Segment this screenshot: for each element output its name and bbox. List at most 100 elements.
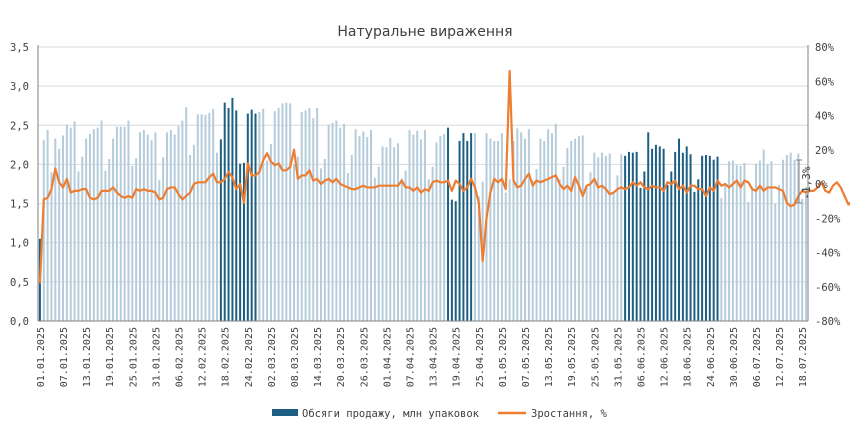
x-tick-label: 02.03.2025 — [267, 327, 278, 387]
x-tick-label: 18.07.2025 — [798, 327, 809, 387]
bar — [497, 140, 500, 321]
bar — [612, 193, 615, 321]
bar — [420, 139, 423, 321]
bar — [570, 140, 573, 321]
bar — [616, 175, 619, 321]
bar — [412, 134, 415, 321]
y-left-tick-label: 0,0 — [10, 316, 29, 328]
x-tick-label: 13.04.2025 — [429, 327, 440, 387]
bar — [196, 114, 199, 321]
y-right-tick-label: -20% — [815, 213, 841, 225]
x-tick-label: 25.01.2025 — [128, 327, 139, 387]
bar — [81, 156, 84, 321]
bar — [620, 154, 623, 321]
bar — [289, 103, 292, 322]
bar — [139, 132, 142, 321]
bar — [670, 171, 673, 321]
bar — [150, 140, 153, 321]
legend-swatch-bars — [272, 409, 298, 416]
bar — [427, 179, 430, 321]
bar — [450, 199, 453, 321]
y-right-tick-label: 0% — [815, 179, 828, 191]
bar — [335, 120, 338, 321]
bar — [801, 198, 804, 321]
bar — [131, 165, 134, 321]
bar — [281, 103, 284, 322]
bar — [708, 155, 711, 321]
x-tick-label: 08.03.2025 — [290, 327, 301, 387]
bar — [543, 140, 546, 321]
bar — [766, 164, 769, 321]
bar — [135, 158, 138, 321]
x-tick-label: 06.06.2025 — [637, 327, 648, 387]
bar — [96, 127, 99, 321]
bar — [235, 110, 238, 321]
bar — [604, 155, 607, 321]
bar — [304, 110, 307, 321]
bar — [608, 153, 611, 321]
bar — [524, 138, 527, 321]
bar-series — [38, 97, 808, 322]
x-tick-label: 30.06.2025 — [729, 327, 740, 387]
y-right-tick-label: 40% — [815, 111, 835, 123]
bar — [123, 126, 126, 321]
bar — [558, 179, 561, 321]
x-tick-label: 12.02.2025 — [198, 327, 209, 387]
bar — [327, 124, 330, 321]
bar — [704, 155, 707, 321]
legend-label-line: Зростання, % — [531, 408, 608, 420]
y-right-tick-label: 60% — [815, 76, 835, 88]
bar — [712, 159, 715, 321]
bar — [331, 122, 334, 321]
bar — [269, 144, 272, 321]
bar — [258, 111, 261, 321]
bar — [370, 129, 373, 321]
bar — [566, 147, 569, 321]
bar — [158, 180, 161, 321]
x-tick-label: 07.04.2025 — [406, 327, 417, 387]
x-tick-label: 12.06.2025 — [660, 327, 671, 387]
bar — [312, 118, 315, 322]
bar — [647, 132, 650, 321]
bar — [762, 149, 765, 321]
x-tick-label: 24.02.2025 — [244, 327, 255, 387]
bar — [104, 170, 107, 321]
bar — [466, 140, 469, 321]
bar — [454, 201, 457, 321]
bar — [408, 129, 411, 321]
y-left-tick-label: 3,5 — [10, 42, 29, 54]
bar — [577, 136, 580, 321]
bar — [547, 129, 550, 321]
bar — [242, 162, 245, 321]
bar — [100, 120, 103, 321]
bar — [508, 179, 511, 321]
x-tick-label: 25.05.2025 — [590, 327, 601, 387]
bar — [531, 180, 534, 321]
y-left-tick-label: 0,5 — [10, 277, 29, 289]
bar — [743, 162, 746, 321]
bar — [212, 108, 215, 321]
bar — [493, 140, 496, 321]
bar — [396, 143, 399, 321]
bar — [654, 144, 657, 321]
x-tick-label: 07.01.2025 — [59, 327, 70, 387]
bar — [50, 172, 53, 321]
bar — [781, 159, 784, 321]
bar — [535, 169, 538, 321]
bar — [393, 147, 396, 321]
bar — [46, 129, 49, 321]
x-tick-label: 01.04.2025 — [382, 327, 393, 387]
bar — [500, 133, 503, 321]
bar — [601, 152, 604, 321]
bar — [635, 151, 638, 321]
bar — [323, 158, 326, 321]
bar — [127, 120, 130, 321]
bar — [793, 159, 796, 321]
bar — [277, 108, 280, 321]
bar — [731, 160, 734, 321]
bar — [250, 109, 253, 321]
bar — [624, 155, 627, 321]
bar — [447, 127, 450, 321]
y-left-tick-label: 2,0 — [10, 159, 29, 171]
x-tick-label: 26.03.2025 — [359, 327, 370, 387]
